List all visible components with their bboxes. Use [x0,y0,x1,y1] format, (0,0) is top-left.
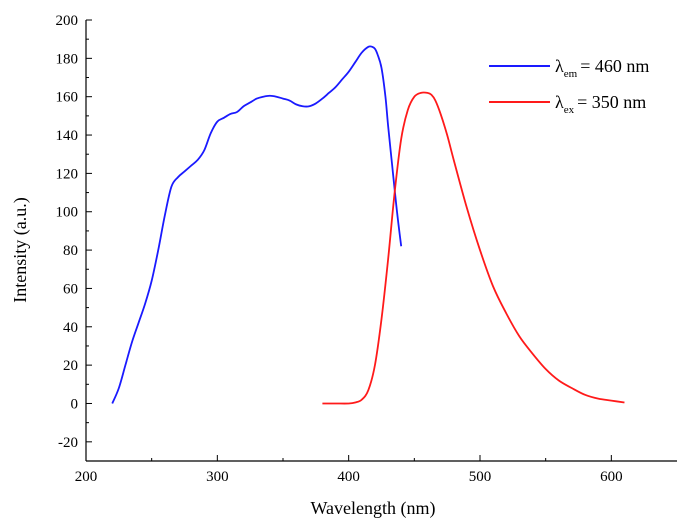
legend-value-excitation: = 350 nm [577,92,646,112]
legend-label-excitation: λex = 350 nm [555,92,646,116]
legend-symbol-emission: λ [555,56,564,76]
y-tick-label: 40 [63,320,78,336]
x-tick-label: 500 [469,469,492,485]
series-layer [111,45,625,405]
y-axis-label: Intensity (a.u.) [10,197,31,302]
y-tick-label: 180 [56,51,79,67]
legend: λem = 460 nm λex = 350 nm [489,56,649,116]
legend-subscript-excitation: ex [564,104,575,116]
y-tick-label: -20 [58,435,78,451]
y-tick-label: 160 [56,90,79,106]
y-tick-label: 0 [71,396,79,412]
y-tick-label: 120 [56,166,79,182]
legend-subscript-emission: em [564,68,578,80]
x-axis: 200 300 400 500 600 [75,455,623,485]
emission-curve [111,45,403,404]
y-tick-label: 100 [56,205,79,221]
y-tick-label: 60 [63,281,78,297]
y-tick-label: 200 [56,13,79,29]
x-axis-label: Wavelength (nm) [310,498,435,518]
legend-value-emission: = 460 nm [580,56,649,76]
x-tick-label: 400 [337,469,360,485]
y-tick-label: 80 [63,243,78,259]
excitation-curve [322,91,625,405]
legend-label-emission: λem = 460 nm [555,56,649,80]
x-tick-label: 200 [75,469,98,485]
y-axis: -20 0 20 40 60 80 100 120 140 160 180 200 [56,13,92,462]
x-tick-label: 600 [600,469,623,485]
legend-symbol-excitation: λ [555,92,564,112]
plot-frame [85,20,677,462]
y-tick-label: 140 [56,128,79,144]
y-tick-label: 20 [63,358,78,374]
x-tick-label: 300 [206,469,229,485]
